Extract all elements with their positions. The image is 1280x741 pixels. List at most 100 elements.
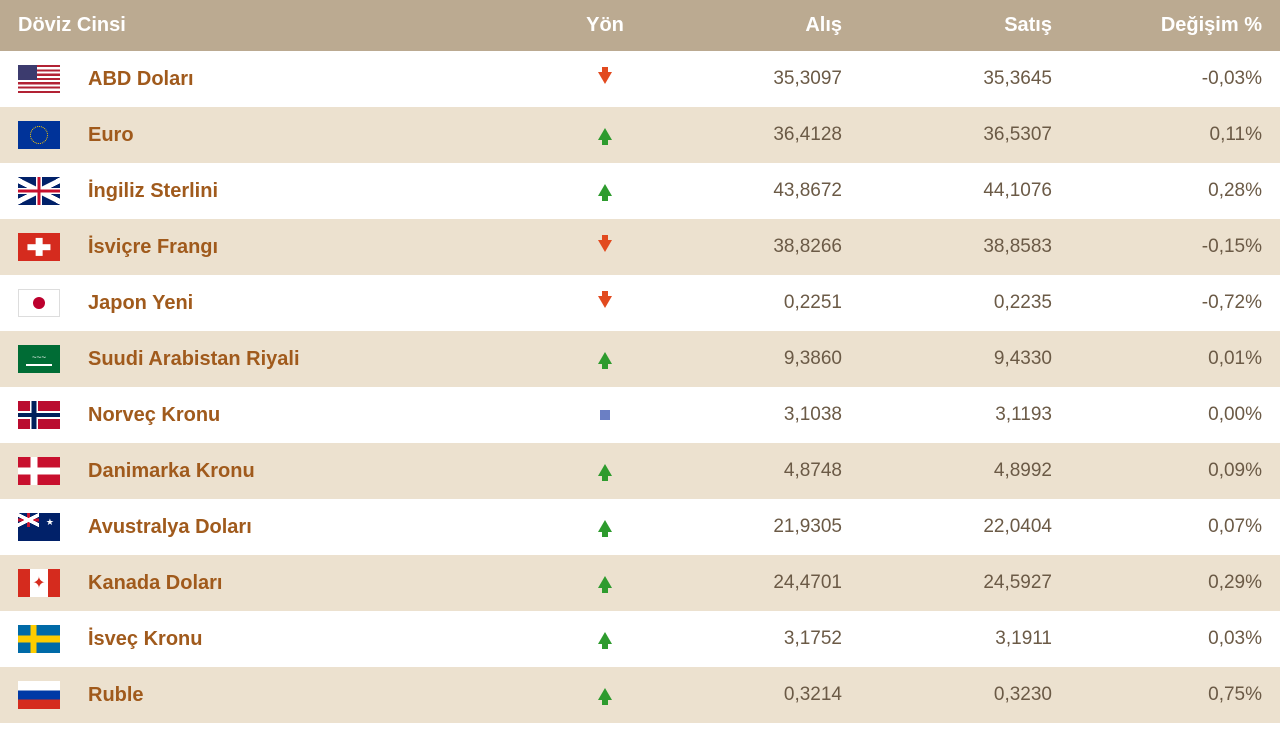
- table-row[interactable]: İngiliz Sterlini 43,867244,10760,28%: [0, 163, 1280, 219]
- buy-value: 0,3214: [650, 667, 860, 723]
- table-row[interactable]: ABD Doları 35,309735,3645-0,03%: [0, 51, 1280, 107]
- sell-value: 3,1911: [860, 611, 1070, 667]
- change-value: 0,01%: [1070, 331, 1280, 387]
- header-buy: Alış: [650, 0, 860, 51]
- currency-cell: Euro: [18, 121, 542, 149]
- currency-name[interactable]: Suudi Arabistan Riyali: [88, 348, 300, 371]
- arrow-up-icon: [598, 352, 612, 364]
- flag-ca-icon: ✦: [18, 569, 60, 597]
- currency-name[interactable]: Euro: [88, 124, 134, 147]
- buy-value: 35,3097: [650, 51, 860, 107]
- table-row[interactable]: Avustralya Doları 21,930522,04040,07%: [0, 499, 1280, 555]
- change-value: 0,29%: [1070, 555, 1280, 611]
- table-row[interactable]: Ruble 0,32140,32300,75%: [0, 667, 1280, 723]
- currency-name[interactable]: İsveç Kronu: [88, 628, 202, 651]
- arrow-down-icon: [598, 240, 612, 252]
- currency-cell: İsveç Kronu: [18, 625, 542, 653]
- currency-name[interactable]: İsviçre Frangı: [88, 236, 218, 259]
- change-value: 0,75%: [1070, 667, 1280, 723]
- currency-name[interactable]: ABD Doları: [88, 68, 194, 91]
- currency-name[interactable]: Norveç Kronu: [88, 404, 220, 427]
- buy-value: 36,4128: [650, 107, 860, 163]
- table-row[interactable]: Norveç Kronu 3,10383,11930,00%: [0, 387, 1280, 443]
- currency-cell: Ruble: [18, 681, 542, 709]
- table-row[interactable]: Danimarka Kronu 4,87484,89920,09%: [0, 443, 1280, 499]
- buy-value: 38,8266: [650, 219, 860, 275]
- arrow-up-icon: [598, 632, 612, 644]
- change-value: 0,28%: [1070, 163, 1280, 219]
- currency-cell: ✦ Kanada Doları: [18, 569, 542, 597]
- flag-gb-icon: [18, 177, 60, 205]
- currency-name[interactable]: Ruble: [88, 684, 144, 707]
- sell-value: 3,1193: [860, 387, 1070, 443]
- currency-cell: Suudi Arabistan Riyali: [18, 345, 542, 373]
- table-row[interactable]: Suudi Arabistan Riyali9,38609,43300,01%: [0, 331, 1280, 387]
- sell-value: 4,8992: [860, 443, 1070, 499]
- currency-name[interactable]: Japon Yeni: [88, 292, 193, 315]
- currency-name[interactable]: Avustralya Doları: [88, 516, 252, 539]
- buy-value: 0,2251: [650, 275, 860, 331]
- flag-no-icon: [18, 401, 60, 429]
- table-row[interactable]: ✦ Kanada Doları 24,470124,59270,29%: [0, 555, 1280, 611]
- arrow-up-icon: [598, 576, 612, 588]
- flag-sa-icon: [18, 345, 60, 373]
- currency-name[interactable]: İngiliz Sterlini: [88, 180, 218, 203]
- sell-value: 22,0404: [860, 499, 1070, 555]
- sell-value: 35,3645: [860, 51, 1070, 107]
- arrow-flat-icon: [600, 410, 610, 420]
- arrow-up-icon: [598, 520, 612, 532]
- flag-ru-icon: [18, 681, 60, 709]
- currency-cell: İsviçre Frangı: [18, 233, 542, 261]
- table-row[interactable]: İsveç Kronu 3,17523,19110,03%: [0, 611, 1280, 667]
- change-value: 0,03%: [1070, 611, 1280, 667]
- change-value: 0,00%: [1070, 387, 1280, 443]
- currency-cell: Avustralya Doları: [18, 513, 542, 541]
- currency-name[interactable]: Kanada Doları: [88, 572, 222, 595]
- sell-value: 24,5927: [860, 555, 1070, 611]
- arrow-up-icon: [598, 128, 612, 140]
- sell-value: 0,2235: [860, 275, 1070, 331]
- change-value: -0,03%: [1070, 51, 1280, 107]
- flag-se-icon: [18, 625, 60, 653]
- change-value: 0,09%: [1070, 443, 1280, 499]
- buy-value: 4,8748: [650, 443, 860, 499]
- header-currency: Döviz Cinsi: [0, 0, 560, 51]
- change-value: -0,72%: [1070, 275, 1280, 331]
- flag-au-icon: [18, 513, 60, 541]
- sell-value: 36,5307: [860, 107, 1070, 163]
- flag-jp-icon: [18, 289, 60, 317]
- flag-us-icon: [18, 65, 60, 93]
- arrow-up-icon: [598, 184, 612, 196]
- arrow-down-icon: [598, 72, 612, 84]
- currency-name[interactable]: Danimarka Kronu: [88, 460, 255, 483]
- header-sell: Satış: [860, 0, 1070, 51]
- currency-cell: Norveç Kronu: [18, 401, 542, 429]
- change-value: -0,15%: [1070, 219, 1280, 275]
- buy-value: 3,1038: [650, 387, 860, 443]
- buy-value: 21,9305: [650, 499, 860, 555]
- flag-eu-icon: [18, 121, 60, 149]
- table-row[interactable]: İsviçre Frangı38,826638,8583-0,15%: [0, 219, 1280, 275]
- sell-value: 44,1076: [860, 163, 1070, 219]
- flag-dk-icon: [18, 457, 60, 485]
- change-value: 0,11%: [1070, 107, 1280, 163]
- buy-value: 3,1752: [650, 611, 860, 667]
- currency-table: Döviz Cinsi Yön Alış Satış Değişim % ABD…: [0, 0, 1280, 723]
- sell-value: 0,3230: [860, 667, 1070, 723]
- flag-ch-icon: [18, 233, 60, 261]
- buy-value: 24,4701: [650, 555, 860, 611]
- arrow-up-icon: [598, 688, 612, 700]
- currency-cell: ABD Doları: [18, 65, 542, 93]
- currency-cell: Japon Yeni: [18, 289, 542, 317]
- buy-value: 9,3860: [650, 331, 860, 387]
- table-row[interactable]: Japon Yeni 0,22510,2235-0,72%: [0, 275, 1280, 331]
- arrow-down-icon: [598, 296, 612, 308]
- arrow-up-icon: [598, 464, 612, 476]
- currency-cell: İngiliz Sterlini: [18, 177, 542, 205]
- table-row[interactable]: Euro 36,412836,53070,11%: [0, 107, 1280, 163]
- buy-value: 43,8672: [650, 163, 860, 219]
- table-header-row: Döviz Cinsi Yön Alış Satış Değişim %: [0, 0, 1280, 51]
- header-direction: Yön: [560, 0, 650, 51]
- header-change: Değişim %: [1070, 0, 1280, 51]
- change-value: 0,07%: [1070, 499, 1280, 555]
